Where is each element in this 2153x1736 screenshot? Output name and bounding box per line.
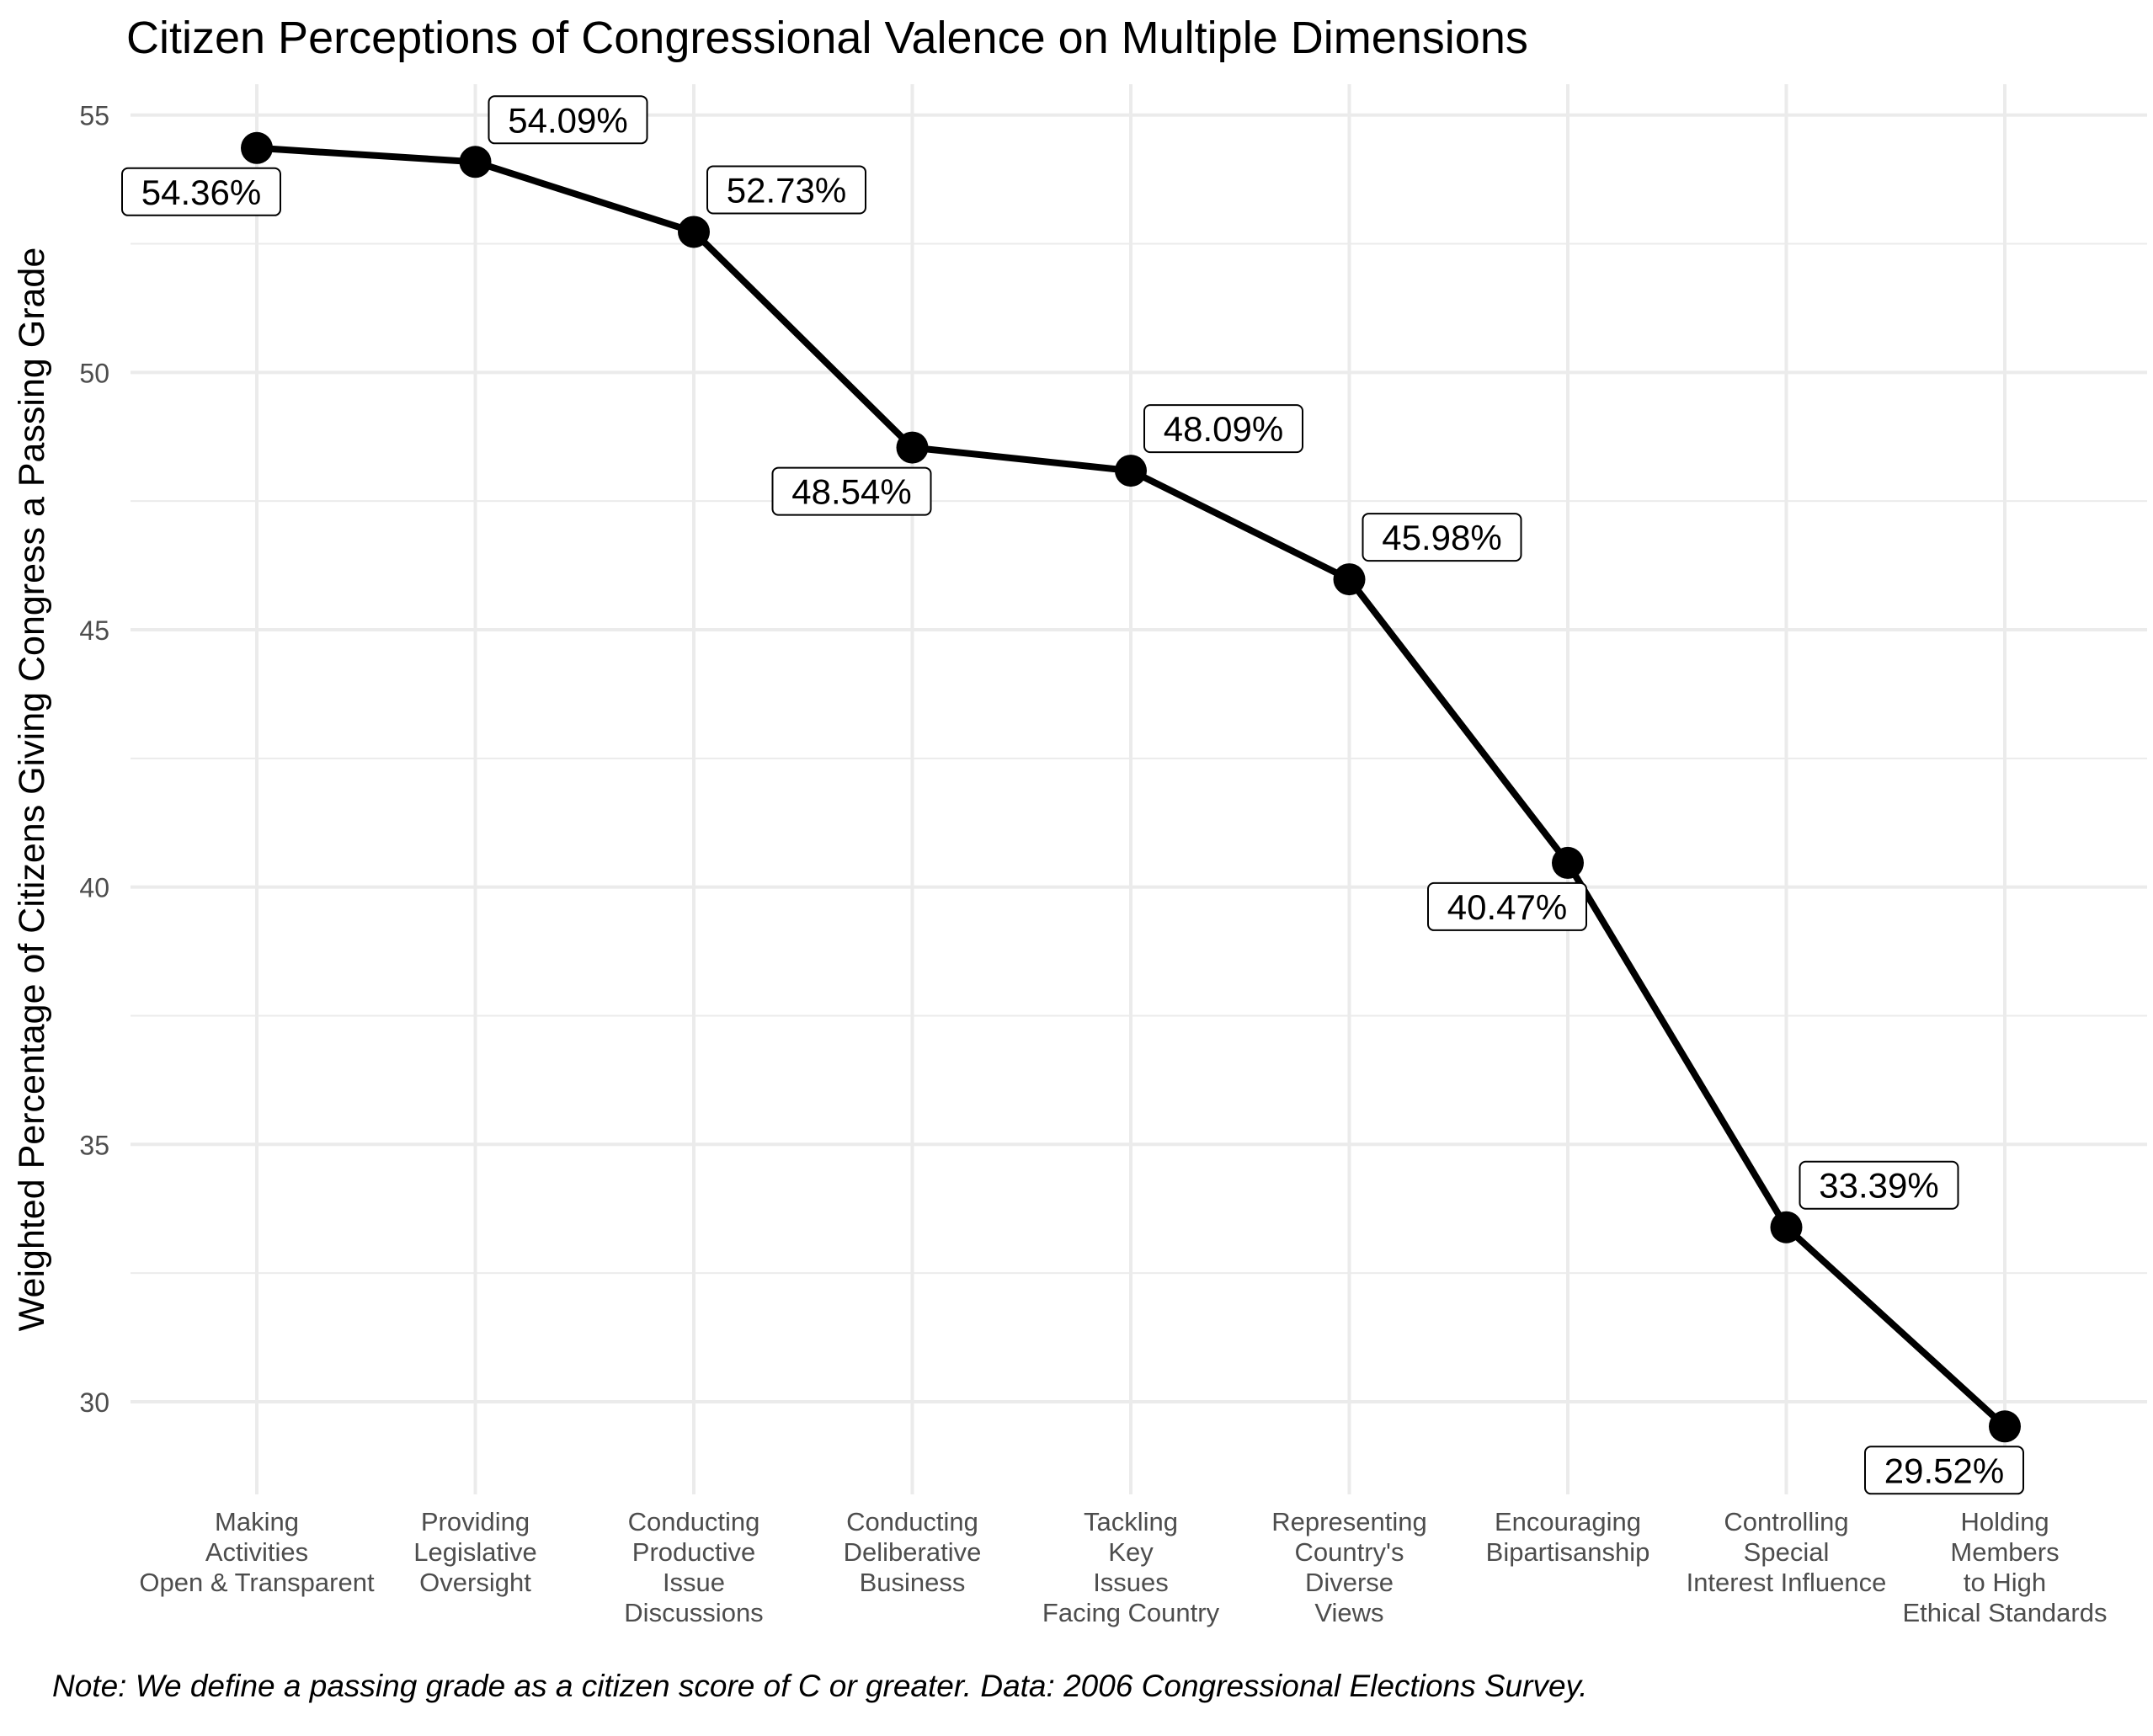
- data-label-box: [706, 165, 866, 215]
- data-point: [1333, 563, 1366, 596]
- data-label-box: [1799, 1160, 1959, 1210]
- data-label: 54.36%: [141, 173, 261, 212]
- data-label: 48.54%: [791, 472, 911, 512]
- data-label: 48.09%: [1164, 409, 1283, 449]
- data-point: [1552, 846, 1584, 879]
- x-tick-label: Representing Country's Diverse Views: [1271, 1507, 1426, 1627]
- chart-note: Note: We define a passing grade as a cit…: [52, 1669, 1588, 1703]
- data-point: [1770, 1211, 1803, 1243]
- y-tick-label: 35: [79, 1130, 109, 1160]
- y-axis-label: Weighted Percentage of Citizens Giving C…: [12, 248, 52, 1332]
- x-tick-label: Holding Members to High Ethical Standards: [1903, 1507, 2108, 1627]
- data-point: [678, 216, 710, 248]
- data-label-box: [1362, 513, 1522, 562]
- data-point: [896, 431, 929, 464]
- data-label: 40.47%: [1447, 887, 1567, 927]
- data-point: [1115, 455, 1147, 487]
- x-tick-label: Conducting Deliberative Business: [844, 1507, 982, 1597]
- data-point: [241, 131, 273, 164]
- y-tick-label: 30: [79, 1387, 109, 1418]
- data-point: [459, 146, 492, 178]
- y-tick-label: 50: [79, 358, 109, 388]
- chart-title: Citizen Perceptions of Congressional Val…: [126, 13, 1528, 63]
- data-label-box: [1864, 1446, 2024, 1495]
- x-tick-label: Tackling Key Issues Facing Country: [1042, 1507, 1220, 1627]
- y-tick-label: 45: [79, 615, 109, 646]
- x-tick-label: Making Activities Open & Transparent: [139, 1507, 375, 1597]
- x-tick-label: Conducting Productive Issue Discussions: [624, 1507, 763, 1627]
- data-label: 29.52%: [1884, 1451, 2004, 1490]
- data-label: 54.09%: [508, 100, 627, 140]
- data-label-box: [771, 466, 932, 516]
- data-label-box: [121, 167, 281, 216]
- y-tick-label: 55: [79, 101, 109, 131]
- data-label-box: [488, 95, 648, 145]
- data-label: 52.73%: [727, 170, 846, 210]
- data-label-box: [1427, 881, 1587, 931]
- data-label-box: [1143, 404, 1303, 454]
- data-label: 45.98%: [1382, 518, 1501, 557]
- data-label: 33.39%: [1819, 1166, 1938, 1206]
- x-tick-label: Encouraging Bipartisanship: [1486, 1507, 1650, 1567]
- x-tick-label: Providing Legislative Oversight: [413, 1507, 536, 1597]
- data-point: [1989, 1410, 2021, 1443]
- x-tick-label: Controlling Special Interest Influence: [1687, 1507, 1887, 1597]
- y-tick-label: 40: [79, 873, 109, 903]
